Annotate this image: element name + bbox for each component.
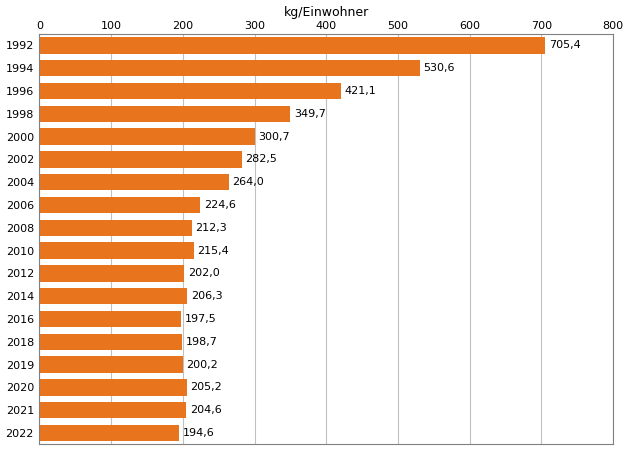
Text: 421,1: 421,1 xyxy=(345,86,377,96)
Bar xyxy=(40,356,183,373)
X-axis label: kg/Einwohner: kg/Einwohner xyxy=(284,5,369,18)
Bar xyxy=(40,333,182,350)
Text: 205,2: 205,2 xyxy=(190,382,222,392)
Text: 198,7: 198,7 xyxy=(186,337,218,347)
Bar xyxy=(40,37,545,54)
Bar xyxy=(40,402,186,419)
Bar xyxy=(40,425,179,441)
Text: 212,3: 212,3 xyxy=(195,223,227,233)
Bar xyxy=(40,60,420,76)
Bar xyxy=(40,288,187,304)
Text: 215,4: 215,4 xyxy=(198,246,229,256)
Bar xyxy=(40,265,184,282)
Bar xyxy=(40,311,181,327)
Bar xyxy=(40,379,187,396)
Bar xyxy=(40,83,342,99)
Text: 705,4: 705,4 xyxy=(548,40,581,50)
Bar xyxy=(40,151,242,167)
Bar xyxy=(40,128,255,145)
Text: 224,6: 224,6 xyxy=(204,200,236,210)
Text: 282,5: 282,5 xyxy=(245,154,277,164)
Bar xyxy=(40,220,192,236)
Bar xyxy=(40,197,201,213)
Text: 349,7: 349,7 xyxy=(294,109,326,119)
Bar xyxy=(40,174,229,190)
Text: 300,7: 300,7 xyxy=(259,131,290,142)
Text: 206,3: 206,3 xyxy=(191,291,223,301)
Text: 530,6: 530,6 xyxy=(423,63,455,73)
Text: 194,6: 194,6 xyxy=(182,428,214,438)
Text: 200,2: 200,2 xyxy=(187,360,218,369)
Text: 197,5: 197,5 xyxy=(185,314,216,324)
Bar xyxy=(40,243,194,259)
Text: 264,0: 264,0 xyxy=(232,177,264,187)
Text: 202,0: 202,0 xyxy=(188,268,220,279)
Text: 204,6: 204,6 xyxy=(190,405,221,415)
Bar xyxy=(40,105,290,122)
